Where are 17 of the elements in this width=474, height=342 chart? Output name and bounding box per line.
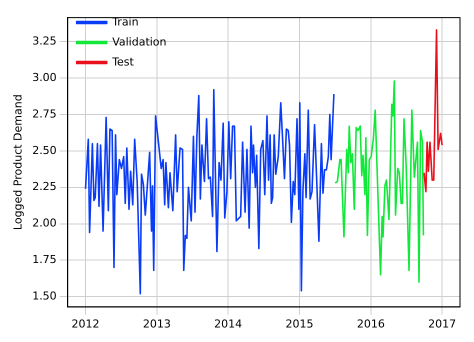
y-tick-label: 1.50 [32,289,57,302]
y-tick-label: 2.75 [32,107,57,120]
y-tick-label: 1.75 [32,253,57,266]
y-tick-label: 3.25 [32,34,57,48]
x-tick-label: 2013 [142,317,171,330]
x-tick-label: 2016 [356,317,385,330]
y-tick-label: 3.00 [32,70,57,84]
y-tick-label: 2.50 [32,144,57,157]
x-tick-label: 2017 [428,317,456,330]
x-tick-label: 2014 [214,317,242,330]
y-tick-label: 2.00 [32,216,57,230]
y-tick-label: 2.25 [32,180,57,194]
x-tick-label: 2012 [72,317,100,330]
x-tick-label: 2015 [286,317,314,330]
y-axis-title: Logged Product Demand [11,94,24,230]
legend-label: Test [111,55,135,68]
legend-label: Validation [112,35,167,48]
